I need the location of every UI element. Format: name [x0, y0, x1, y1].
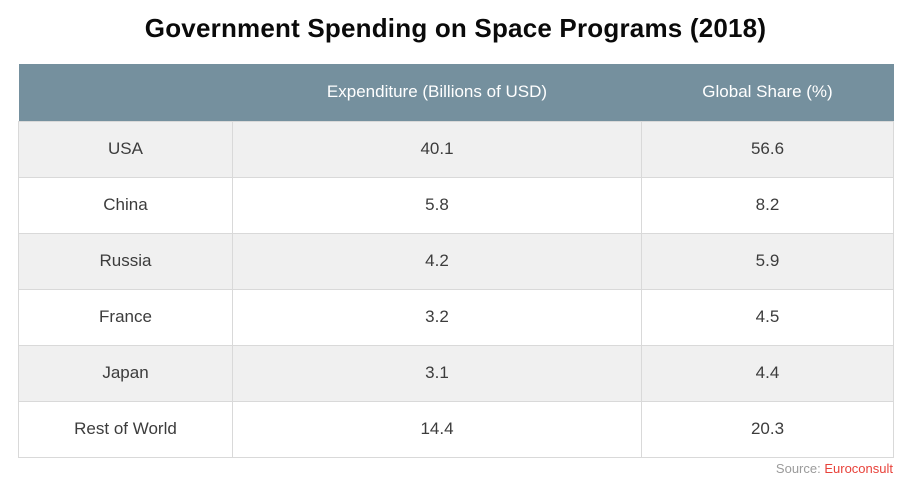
country-cell: China — [18, 176, 233, 234]
country-cell: USA — [18, 120, 233, 178]
source-label: Source: — [775, 461, 825, 476]
share-cell: 4.5 — [641, 288, 894, 346]
expenditure-cell: 3.2 — [232, 288, 642, 346]
table-row: France 3.2 4.5 — [18, 288, 894, 346]
header-row: Expenditure (Billions of USD) Global Sha… — [18, 64, 894, 121]
share-cell: 20.3 — [641, 400, 894, 458]
column-header-share: Global Share (%) — [641, 64, 894, 121]
country-cell: France — [18, 288, 233, 346]
table-row: USA 40.1 56.6 — [18, 120, 894, 178]
country-cell: Japan — [18, 344, 233, 402]
share-cell: 4.4 — [641, 344, 894, 402]
country-cell: Rest of World — [18, 400, 233, 458]
table-row: Rest of World 14.4 20.3 — [18, 400, 894, 458]
share-cell: 5.9 — [641, 232, 894, 290]
column-header-expenditure: Expenditure (Billions of USD) — [232, 64, 642, 121]
country-cell: Russia — [18, 232, 233, 290]
share-cell: 56.6 — [641, 120, 894, 178]
source-link-euroconsult[interactable]: Euroconsult — [824, 461, 893, 476]
table-row: Japan 3.1 4.4 — [18, 344, 894, 402]
expenditure-cell: 4.2 — [232, 232, 642, 290]
expenditure-cell: 14.4 — [232, 400, 642, 458]
table-row: China 5.8 8.2 — [18, 176, 894, 234]
table-header: Expenditure (Billions of USD) Global Sha… — [18, 64, 894, 121]
chart-title: Government Spending on Space Programs (2… — [144, 13, 767, 43]
share-cell: 8.2 — [641, 176, 894, 234]
expenditure-cell: 5.8 — [232, 176, 642, 234]
spending-table: Expenditure (Billions of USD) Global Sha… — [18, 64, 894, 458]
column-header-country — [18, 64, 233, 121]
source-attribution: Source: Euroconsult — [776, 461, 893, 476]
expenditure-cell: 40.1 — [232, 120, 642, 178]
expenditure-cell: 3.1 — [232, 344, 642, 402]
table-row: Russia 4.2 5.9 — [18, 232, 894, 290]
